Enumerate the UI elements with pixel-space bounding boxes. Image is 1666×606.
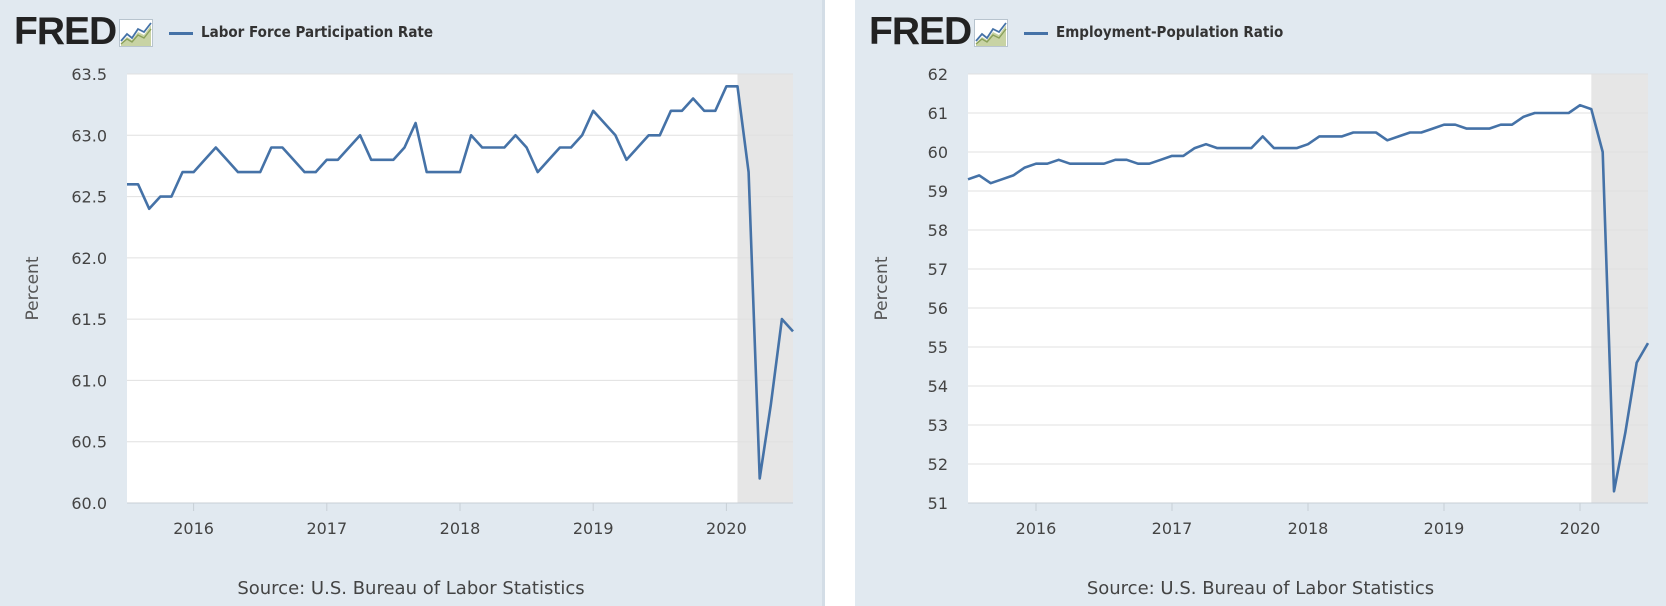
y-tick-label: 60.5 [71,433,107,452]
y-tick-label: 55 [928,338,948,357]
y-tick-label: 61.0 [71,371,107,390]
y-tick-label: 51 [928,494,948,513]
y-tick-label: 58 [928,221,948,240]
y-tick-label: 61.5 [71,310,107,329]
x-tick-label: 2017 [306,519,347,538]
plot-area [127,74,793,503]
x-tick-label: 2018 [440,519,481,538]
y-tick-label: 54 [928,377,948,396]
y-tick-label: 62.0 [71,249,107,268]
chart-panel-left: FRED Labor Force Participation Rate 60.0… [0,0,822,606]
chart-panel-right: FRED Employment-Population Ratio 51 52 53 5… [855,0,1666,606]
series-line [127,85,794,480]
y-tick-label: 60.0 [71,494,107,513]
fred-logo[interactable]: FRED [869,10,972,53]
y-tick-label: 52 [928,455,948,474]
x-tick-label: 2020 [706,519,747,538]
y-tick-label: 60 [928,143,948,162]
chart-header: FRED Labor Force Participation Rate [14,10,459,53]
y-tick-label: 56 [928,299,948,318]
y-tick-label: 61 [928,104,948,123]
source-note: Source: U.S. Bureau of Labor Statistics [1086,578,1435,599]
y-tick-label: 62 [928,65,948,84]
fred-graph-icon [119,19,154,47]
x-tick-label: 2019 [573,519,614,538]
panel-divider [822,0,855,606]
legend-swatch [1024,31,1049,35]
y-tick-label: 57 [928,260,948,279]
x-tick-label: 2016 [173,519,214,538]
x-tick-label: 2019 [1424,519,1465,538]
y-tick-label: 62.5 [71,188,107,207]
x-tick-label: 2020 [1560,519,1601,538]
y-axis-label: Percent [23,256,43,320]
plot-area [968,74,1648,503]
fred-logo[interactable]: FRED [14,10,117,53]
y-axis-label: Percent [872,256,892,320]
line-chart-employment: 51 52 53 54 55 56 57 58 59 60 61 62 2016 2017 2018 2019… [872,65,1650,538]
fred-graph-icon [974,19,1009,47]
series-line [967,103,1650,493]
y-tick-label: 63.0 [71,126,107,145]
y-tick-label: 63.5 [71,65,107,84]
chart-header: FRED Employment-Population Ratio [869,10,1309,53]
recession-shade [737,74,793,503]
source-note: Source: U.S. Bureau of Labor Statistics [237,578,585,599]
y-tick-label: 53 [928,416,948,435]
x-tick-label: 2017 [1152,519,1193,538]
x-tick-label: 2016 [1016,519,1057,538]
y-tick-label: 59 [928,182,948,201]
line-chart-participation: 60.0 60.5 61.0 61.5 62.0 62.5 63.0 63.5 2016 2017… [23,65,794,538]
legend-label[interactable]: Labor Force Participation Rate [201,23,434,41]
legend-label[interactable]: Employment-Population Ratio [1056,23,1284,41]
legend-swatch [169,31,194,35]
x-tick-label: 2018 [1288,519,1329,538]
